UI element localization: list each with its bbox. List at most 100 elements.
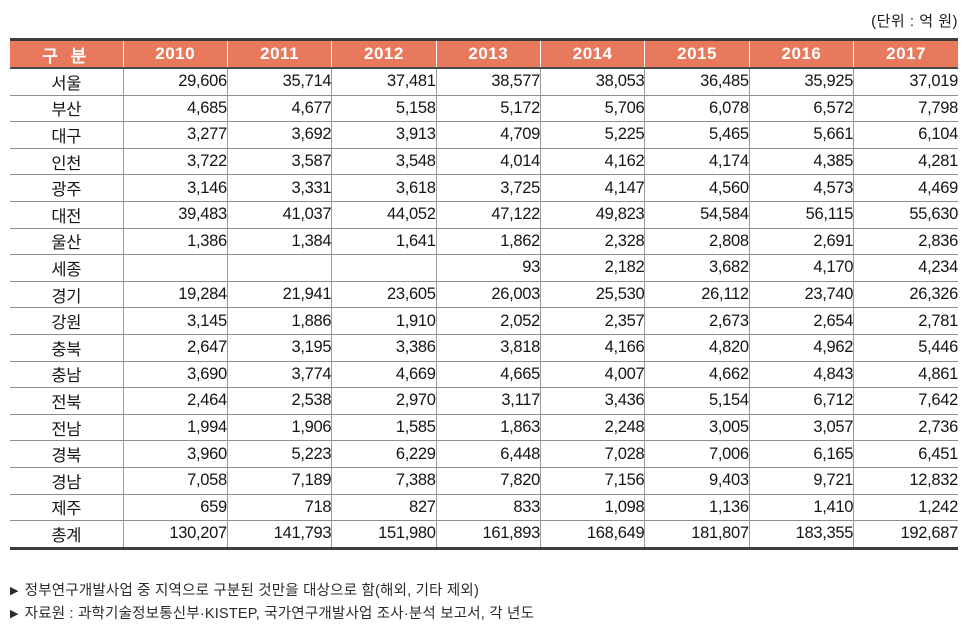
region-cell: 강원 [10,307,123,335]
value-cell: 3,682 [644,254,750,282]
value-cell: 7,189 [226,466,332,494]
value-cell: 183,355 [748,520,854,549]
value-cell: 4,170 [748,254,854,282]
region-cell: 인천 [10,147,123,175]
region-cell: 광주 [10,174,123,202]
region-cell: 경북 [10,440,123,468]
value-cell: 23,740 [748,280,854,308]
value-cell: 4,014 [435,147,541,175]
table-row: 서울 29,606 35,714 37,481 38,577 38,053 36,485 35… [10,68,958,96]
value-cell: 3,774 [226,360,332,388]
table-row: 경북 3,960 5,223 6,229 6,448 7,028 7,006 6,165 6,4… [10,440,958,468]
value-cell: 4,174 [644,147,750,175]
value-cell: 6,104 [853,121,958,149]
value-cell: 3,005 [644,413,750,441]
value-cell: 38,577 [435,68,541,96]
table-row: 강원 3,145 1,886 1,910 2,052 2,357 2,673 2,654 2,7… [10,307,958,335]
value-cell: 1,098 [539,493,645,521]
value-cell: 6,165 [748,440,854,468]
value-cell: 4,709 [435,121,541,149]
value-cell: 39,483 [122,200,228,229]
value-cell: 833 [435,493,541,521]
value-cell: 4,281 [853,147,958,175]
value-cell [122,254,228,282]
value-cell: 4,166 [539,333,645,362]
value-cell: 2,836 [853,227,958,255]
value-cell: 9,721 [748,466,854,494]
value-cell: 2,647 [122,333,228,362]
table-row: 부산 4,685 4,677 5,158 5,172 5,706 6,078 6,572 7,7… [10,94,958,122]
value-cell: 3,195 [226,333,332,362]
region-cell: 세종 [10,254,123,282]
value-cell: 192,687 [853,520,958,549]
table-row: 전북 2,464 2,538 2,970 3,117 3,436 5,154 6,712 7,6… [10,387,958,415]
column-header-year: 2016 [748,39,854,69]
value-cell: 44,052 [331,200,437,229]
value-cell: 7,642 [853,387,958,415]
value-cell: 2,654 [748,307,854,335]
value-cell: 5,158 [331,94,437,122]
region-cell: 제주 [10,493,123,521]
value-cell: 23,605 [331,280,437,308]
value-cell: 2,328 [539,227,645,255]
table-row: 충북 2,647 3,195 3,386 3,818 4,166 4,820 4,962 5,4… [10,333,958,362]
table-row: 전남 1,994 1,906 1,585 1,863 2,248 3,005 3,057 2,7… [10,413,958,441]
value-cell: 37,019 [853,68,958,96]
value-cell: 55,630 [853,200,958,229]
value-cell: 1,410 [748,493,854,521]
value-cell: 4,843 [748,360,854,388]
value-cell: 1,862 [435,227,541,255]
value-cell: 3,587 [226,147,332,175]
value-cell: 41,037 [226,200,332,229]
value-cell: 3,818 [435,333,541,362]
value-cell: 6,448 [435,440,541,468]
table-row: 광주 3,146 3,331 3,618 3,725 4,147 4,560 4,573 4,4… [10,174,958,202]
value-cell: 2,248 [539,413,645,441]
regional-rd-budget-table: 구 분 2010 2011 2012 2013 2014 2015 2016 2017 서울 29… [10,38,958,550]
region-cell: 서울 [51,74,82,93]
value-cell: 4,234 [853,254,958,282]
value-cell: 3,618 [331,174,437,202]
value-cell: 4,147 [539,174,645,202]
value-cell: 2,464 [122,387,228,415]
table-row: 세종 93 2,182 3,682 4,170 4,234 [10,254,958,282]
value-cell: 3,690 [122,360,228,388]
value-cell: 25,530 [539,280,645,308]
value-cell: 5,465 [644,121,750,149]
value-cell [226,254,332,282]
footnote-source: ▶ 자료원 : 과학기술정보통신부·KISTEP, 국가연구개발사업 조사·분석 … [10,603,958,626]
value-cell: 3,145 [122,307,228,335]
value-cell: 1,863 [435,413,541,441]
value-cell: 47,122 [435,200,541,229]
value-cell: 2,052 [435,307,541,335]
value-cell: 4,677 [226,94,332,122]
value-cell: 1,910 [331,307,437,335]
value-cell: 36,485 [644,68,750,96]
value-cell: 161,893 [435,520,541,549]
value-cell: 5,661 [748,121,854,149]
value-cell: 6,712 [748,387,854,415]
value-cell: 4,962 [748,333,854,362]
region-cell: 전남 [10,413,123,441]
value-cell: 5,706 [539,94,645,122]
table-row: 대구 3,277 3,692 3,913 4,709 5,225 5,465 5,661 6,1… [10,121,958,149]
value-cell: 1,641 [331,227,437,255]
value-cell: 4,665 [435,360,541,388]
value-cell: 4,669 [331,360,437,388]
value-cell: 718 [226,493,332,521]
value-cell: 1,136 [644,493,750,521]
value-cell: 12,832 [853,466,958,494]
column-header-year: 2010 [122,39,228,69]
value-cell: 168,649 [539,520,645,549]
value-cell: 5,172 [435,94,541,122]
value-cell: 181,807 [644,520,750,549]
value-cell: 4,662 [644,360,750,388]
region-cell: 충남 [10,360,123,388]
value-cell: 26,326 [853,280,958,308]
column-header-year: 2017 [853,39,958,69]
value-cell: 1,384 [226,227,332,255]
value-cell: 1,585 [331,413,437,441]
value-cell: 7,028 [539,440,645,468]
value-cell: 1,994 [122,413,228,441]
